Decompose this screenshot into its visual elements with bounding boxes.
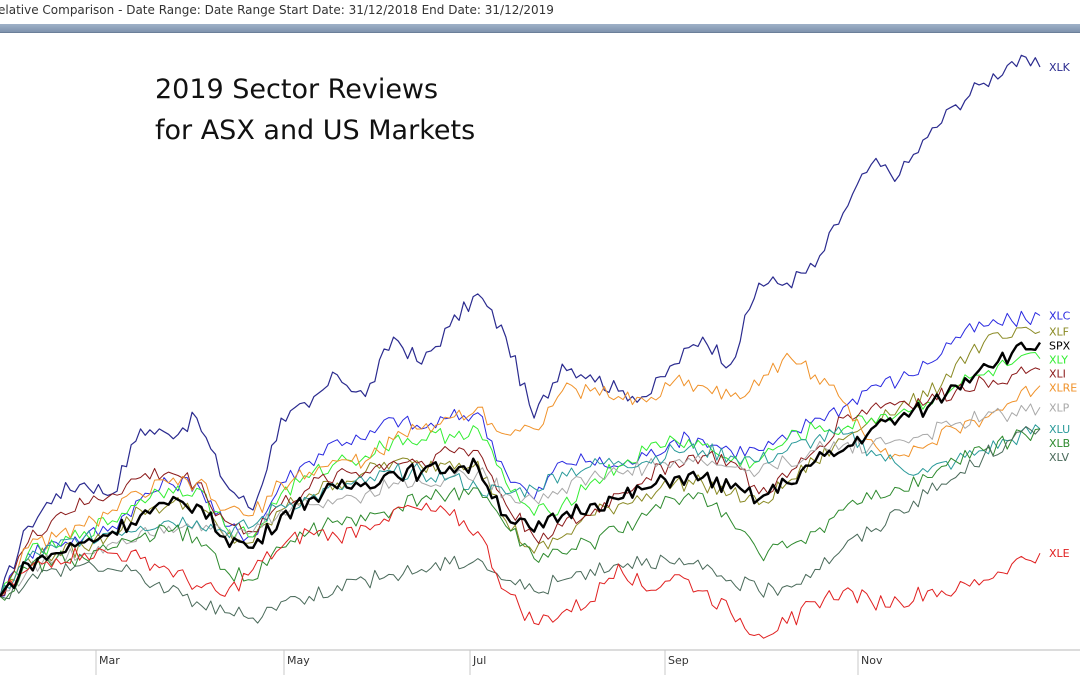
series-label-xly: XLY <box>1049 354 1068 367</box>
series-label-spx: SPX <box>1049 340 1071 353</box>
x-axis: Mar May Jul Sep Nov <box>0 649 1080 675</box>
series-label-xlk: XLK <box>1049 61 1071 74</box>
chart-title-line-1: 2019 Sector Reviews <box>155 74 439 105</box>
header-bar <box>0 24 1080 33</box>
x-tick-label-mar: Mar <box>99 654 120 667</box>
x-tick-label-sep: Sep <box>668 654 689 667</box>
series-label-xlb: XLB <box>1049 437 1070 450</box>
chart-title-line-2: for ASX and US Markets <box>155 115 476 146</box>
series-line-xlp <box>0 403 1041 597</box>
series-line-xlk <box>0 54 1041 597</box>
series-label-xlp: XLP <box>1049 401 1070 414</box>
series-label-xlre: XLRE <box>1049 382 1077 395</box>
series-line-xlb <box>0 428 1041 601</box>
series-line-xlc <box>0 310 1041 597</box>
series-line-xly <box>0 352 1041 597</box>
series-line-xlf <box>0 326 1041 597</box>
series-line-xli <box>0 366 1041 597</box>
series-label-xlf: XLF <box>1049 326 1069 339</box>
series-line-spx <box>0 341 1042 598</box>
window-title: elative Comparison - Date Range: Date Ra… <box>0 3 554 17</box>
series-line-xlu <box>0 424 1041 597</box>
series-line-xle <box>0 502 1041 639</box>
series-label-xli: XLI <box>1049 368 1066 381</box>
x-tick-label-may: May <box>287 654 310 667</box>
series-line-xlre <box>0 352 1041 597</box>
x-tick-label-nov: Nov <box>861 654 883 667</box>
series-label-xlu: XLU <box>1049 423 1070 436</box>
series-label-xle: XLE <box>1049 547 1070 560</box>
series-label-xlv: XLV <box>1049 451 1069 464</box>
x-tick-label-jul: Jul <box>472 654 486 667</box>
series-layer <box>0 54 1042 639</box>
series-line-xlv <box>0 426 1041 624</box>
series-label-xlc: XLC <box>1049 310 1071 323</box>
